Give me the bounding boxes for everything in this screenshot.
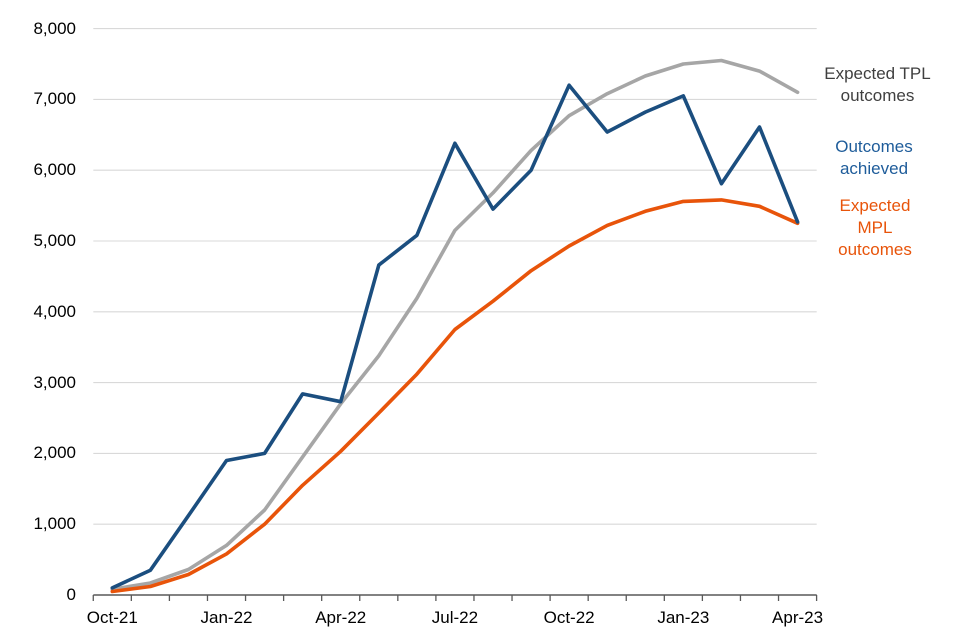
legend-label-line: achieved <box>839 159 909 178</box>
x-axis-tick-label: Jul-22 <box>431 608 479 627</box>
series-line-expected-tpl-outcomes <box>110 58 800 592</box>
x-axis-tick-label: Jan-23 <box>657 608 710 627</box>
x-axis-tick-label: Oct-22 <box>543 608 595 627</box>
y-axis-tick-label: 8,000 <box>33 18 76 38</box>
y-axis-tick-label: 7,000 <box>33 89 76 109</box>
legend-label-line: Outcomes <box>835 137 913 156</box>
y-axis-tick-label: 0 <box>66 585 76 604</box>
legend-label-line: outcomes <box>840 86 915 105</box>
x-axis-tick-label: Oct-21 <box>86 608 138 627</box>
x-axis-tick-label: Jan-22 <box>200 608 253 627</box>
x-axis-tick-label: Apr-22 <box>315 608 367 627</box>
legend-label-outcomes-achieved: Outcomes achieved <box>813 136 935 180</box>
y-axis-tick-label: 4,000 <box>33 301 76 321</box>
legend-label-line: outcomes <box>838 240 912 259</box>
y-axis-tick-label: 1,000 <box>33 514 76 534</box>
legend-label-line: Expected TPL <box>824 64 931 83</box>
y-axis-tick-label: 6,000 <box>33 160 76 180</box>
y-axis-tick-label: 3,000 <box>33 372 76 392</box>
y-axis-tick-label: 5,000 <box>33 231 76 250</box>
y-axis-tick-label: 2,000 <box>33 443 76 463</box>
legend-label-line: MPL <box>857 218 893 237</box>
legend-label-expected-tpl-outcomes: Expected TPL outcomes <box>811 63 944 107</box>
series-line-expected-mpl-outcomes <box>110 198 800 594</box>
legend-label-line: Expected <box>839 196 911 215</box>
legend-label-expected-mpl-outcomes: Expected MPL outcomes <box>822 195 928 261</box>
series-line-outcomes-achieved <box>110 83 800 590</box>
x-axis-tick-label: Apr-23 <box>772 608 824 627</box>
